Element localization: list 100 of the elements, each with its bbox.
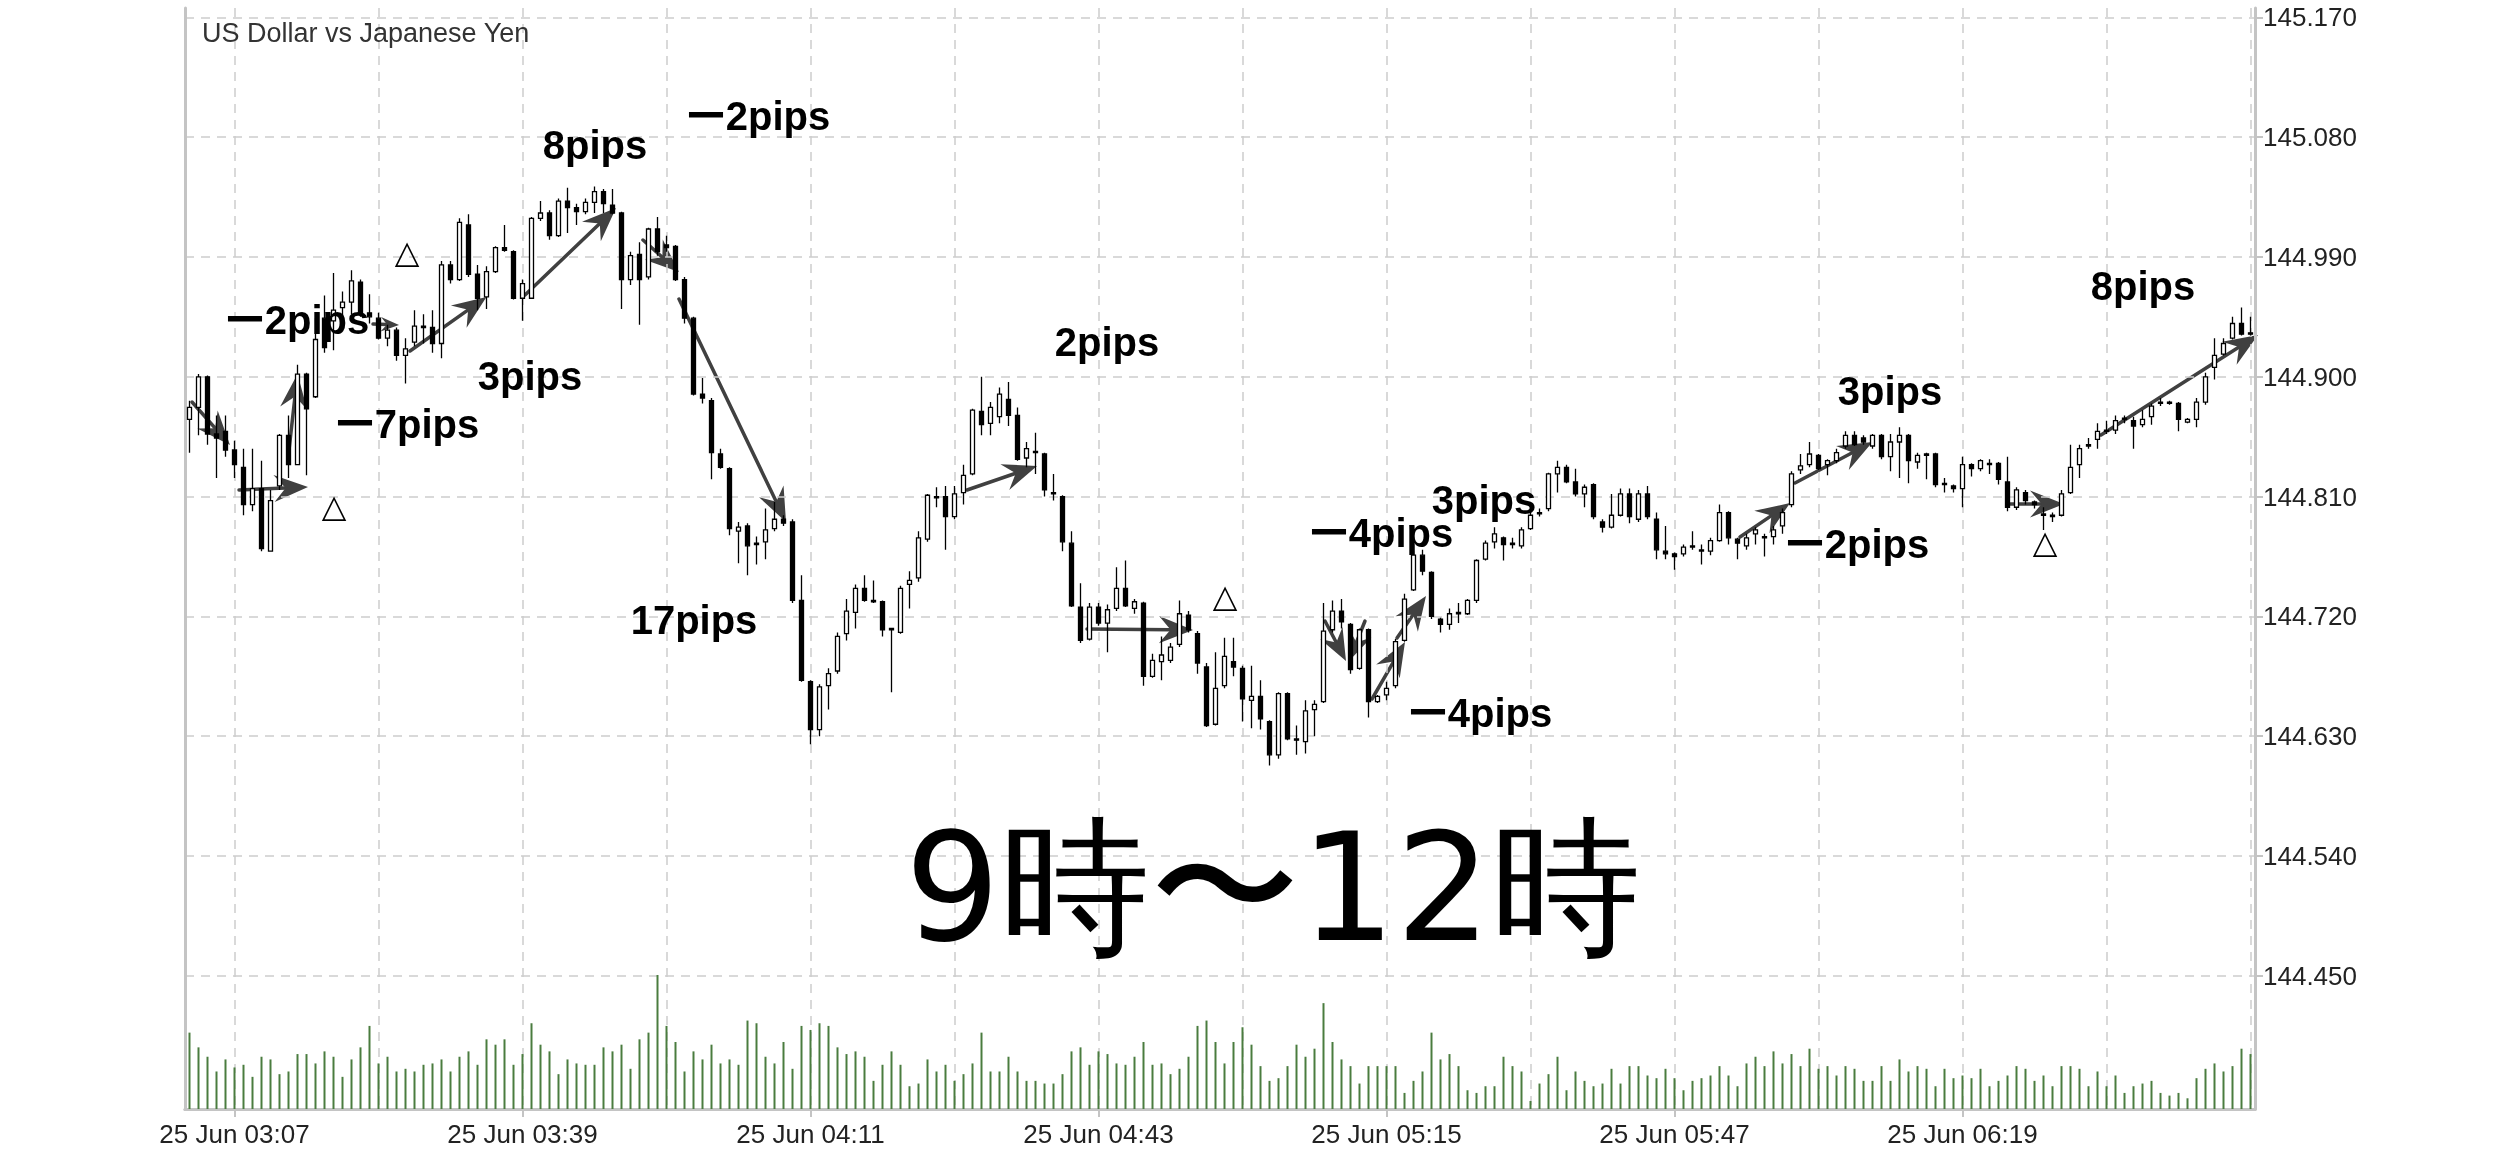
bar	[746, 1020, 749, 1109]
bar	[287, 1071, 290, 1109]
candlestick	[2166, 400, 2173, 406]
candlestick	[1122, 559, 1129, 608]
bar	[1223, 1063, 1226, 1109]
bar	[1952, 1078, 1955, 1109]
candlestick	[1788, 470, 1795, 508]
bar	[1583, 1080, 1586, 1109]
candlestick	[1860, 434, 1867, 446]
candlestick	[816, 683, 823, 737]
candlestick	[429, 309, 436, 354]
bar	[2024, 1068, 2027, 1109]
candlestick	[1536, 507, 1543, 518]
bar	[791, 1068, 794, 1109]
bar	[1628, 1066, 1631, 1109]
candlestick	[528, 216, 535, 299]
candlestick	[1050, 473, 1057, 502]
candlestick	[933, 486, 940, 508]
y-tick-label: 144.630	[2263, 721, 2357, 752]
bar	[1970, 1078, 1973, 1109]
annotation: △	[321, 487, 347, 525]
bar	[1709, 1075, 1712, 1109]
bar	[1259, 1066, 1262, 1109]
candlestick	[447, 260, 454, 285]
bar	[1430, 1032, 1433, 1109]
candlestick	[2175, 401, 2182, 433]
candlestick	[1905, 433, 1912, 484]
candlestick	[2076, 444, 2083, 479]
candlestick	[708, 397, 715, 480]
bar	[1682, 1090, 1685, 1109]
bar	[989, 1071, 992, 1109]
candlestick	[1104, 603, 1111, 654]
bar	[881, 1064, 884, 1109]
bar	[692, 1051, 695, 1109]
candlestick	[1599, 518, 1606, 534]
candlestick	[1428, 570, 1435, 620]
candlestick	[1545, 471, 1552, 512]
candlestick	[591, 185, 598, 214]
bar	[1412, 1080, 1415, 1109]
candlestick	[627, 250, 634, 286]
bar	[809, 1029, 812, 1109]
candlestick	[2211, 337, 2218, 381]
candlestick	[1986, 458, 1993, 475]
bar	[413, 1071, 416, 1109]
bar	[602, 1047, 605, 1109]
candlestick	[1095, 602, 1102, 627]
bar	[1835, 1075, 1838, 1109]
candlestick	[753, 535, 760, 566]
candlestick	[1653, 511, 1660, 560]
candlestick	[204, 374, 211, 446]
candlestick	[1896, 426, 1903, 479]
x-tick-label: 25 Jun 04:43	[1023, 1119, 1174, 1149]
candlestick	[1662, 525, 1669, 560]
bar	[1826, 1066, 1829, 1109]
annotation: ー4pips	[1407, 691, 1553, 735]
candlestick	[2058, 489, 2065, 518]
candlestick	[1869, 433, 1876, 450]
bar	[2159, 1092, 2162, 1109]
candlestick	[1401, 593, 1408, 643]
candlestick	[1779, 507, 1786, 535]
y-tick-label: 144.450	[2263, 960, 2357, 991]
candlestick	[1707, 537, 1714, 556]
bar	[782, 1042, 785, 1109]
bar	[1979, 1068, 1982, 1109]
y-tick-label: 144.810	[2263, 481, 2357, 512]
bar	[1664, 1068, 1667, 1109]
bar	[2096, 1071, 2099, 1109]
bar	[1880, 1066, 1883, 1109]
bar	[1241, 1027, 1244, 1109]
bar	[962, 1074, 965, 1109]
candlestick	[1509, 537, 1516, 550]
bar	[1493, 1086, 1496, 1109]
candlestick	[2202, 372, 2209, 406]
candlestick	[420, 313, 427, 345]
bar	[1421, 1071, 1424, 1109]
bar	[503, 1039, 506, 1109]
bar	[1502, 1056, 1505, 1109]
candlestick	[2238, 306, 2245, 337]
bar	[1268, 1080, 1271, 1109]
candlestick	[1311, 699, 1318, 737]
candlestick	[1302, 699, 1309, 755]
bar	[314, 1063, 317, 1109]
bar	[1295, 1044, 1298, 1109]
bar	[296, 1054, 299, 1109]
bar	[1340, 1059, 1343, 1109]
bar	[1385, 1066, 1388, 1109]
bar	[755, 1023, 758, 1109]
bar	[1034, 1080, 1037, 1109]
candlestick	[1698, 543, 1705, 566]
bar	[1565, 1090, 1568, 1109]
candlestick	[1113, 566, 1120, 612]
candlestick	[1725, 510, 1732, 546]
candlestick	[1671, 551, 1678, 571]
bar	[728, 1059, 731, 1109]
annotation: △	[394, 233, 420, 271]
bar	[1700, 1078, 1703, 1109]
bar	[575, 1063, 578, 1109]
candlestick	[1482, 539, 1489, 562]
bar	[1862, 1080, 1865, 1109]
chart-title: US Dollar vs Japanese Yen	[202, 17, 530, 48]
